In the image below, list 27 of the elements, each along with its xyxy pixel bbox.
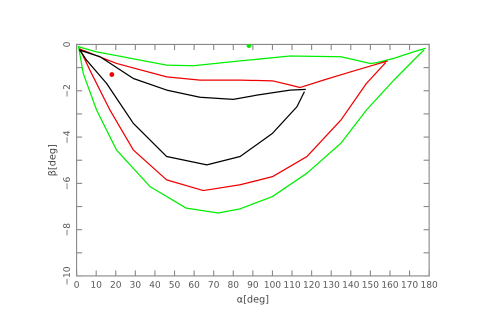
x-tick-label: 80 bbox=[228, 281, 238, 288]
x-tick-label: 140 bbox=[343, 281, 359, 288]
y-tick-label: −6 bbox=[63, 177, 70, 190]
x-tick-label: 120 bbox=[304, 281, 320, 288]
y-tick-label: −10 bbox=[63, 267, 70, 285]
x-tick-label: 170 bbox=[402, 281, 418, 288]
y-tick-label: −8 bbox=[63, 224, 70, 236]
x-tick-label: 0 bbox=[74, 281, 79, 288]
x-tick-label: 40 bbox=[150, 281, 160, 288]
x-tick-label: 30 bbox=[130, 281, 140, 288]
x-axis-title: α[deg] bbox=[237, 295, 268, 305]
x-tick-label: 100 bbox=[264, 281, 280, 288]
x-tick-label: 20 bbox=[110, 281, 121, 288]
x-tick-label: 180 bbox=[422, 281, 438, 288]
y-tick-label: −2 bbox=[63, 85, 70, 96]
x-tick-label: 130 bbox=[324, 281, 340, 288]
x-tick-label: 90 bbox=[248, 281, 258, 288]
y-tick-label: 0 bbox=[63, 42, 70, 47]
x-tick-label: 150 bbox=[362, 281, 378, 288]
y-tick-label: −4 bbox=[63, 130, 70, 143]
x-tick-label: 10 bbox=[91, 281, 102, 288]
x-tick-label: 70 bbox=[208, 281, 219, 288]
x-tick-label: 60 bbox=[188, 281, 200, 288]
x-tick-label: 160 bbox=[382, 281, 398, 288]
x-tick-label: 50 bbox=[169, 281, 180, 288]
y-axis-title: β[deg] bbox=[48, 145, 58, 176]
x-tick-label: 110 bbox=[284, 281, 300, 288]
